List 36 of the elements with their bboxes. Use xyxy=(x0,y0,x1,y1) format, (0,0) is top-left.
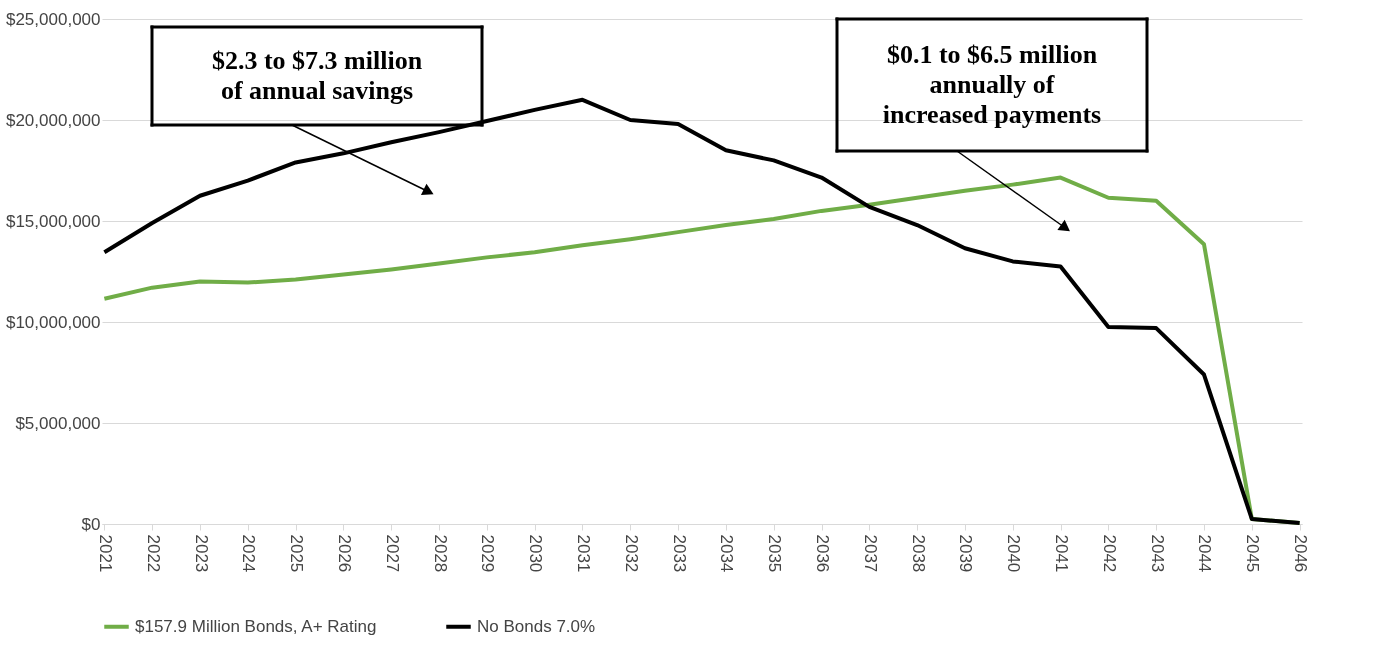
x-tick-label: 2022 xyxy=(143,534,163,573)
x-tick-label: 2030 xyxy=(526,534,546,573)
legend-label: No Bonds 7.0% xyxy=(477,616,596,636)
y-tick-label: $25,000,000 xyxy=(5,9,101,29)
y-tick-label: $5,000,000 xyxy=(15,413,101,433)
x-tick-label: 2024 xyxy=(239,534,259,573)
x-tick-label: 2043 xyxy=(1147,534,1167,573)
x-tick-label: 2039 xyxy=(956,534,976,573)
x-tick-label: 2037 xyxy=(860,534,880,573)
y-tick-label: $15,000,000 xyxy=(5,211,101,231)
y-tick-label: $10,000,000 xyxy=(5,312,101,332)
x-tick-label: 2025 xyxy=(287,534,307,573)
x-tick-label: 2029 xyxy=(478,534,498,573)
x-tick-label: 2028 xyxy=(430,534,450,573)
x-tick-label: 2046 xyxy=(1291,534,1311,573)
y-tick-label: $20,000,000 xyxy=(5,110,101,130)
x-tick-label: 2042 xyxy=(1099,534,1119,573)
x-tick-label: 2034 xyxy=(717,534,737,573)
annotation: $0.1 to $6.5 million annually of increased payments xyxy=(882,40,1102,129)
x-tick-label: 2031 xyxy=(573,534,593,573)
x-tick-label: 2027 xyxy=(382,534,402,573)
x-tick-label: 2040 xyxy=(1004,534,1024,573)
x-tick-label: 2026 xyxy=(334,534,354,573)
x-tick-label: 2041 xyxy=(1052,534,1072,573)
x-tick-label: 2036 xyxy=(813,534,833,573)
annotation: $2.3 to $7.3 million of annual savings xyxy=(211,46,423,105)
x-tick-label: 2044 xyxy=(1195,534,1215,573)
x-tick-label: 2045 xyxy=(1243,534,1263,573)
x-tick-label: 2021 xyxy=(95,534,115,573)
x-tick-label: 2035 xyxy=(765,534,785,573)
y-tick-label: $0 xyxy=(81,514,101,534)
x-tick-label: 2032 xyxy=(621,534,641,573)
x-tick-label: 2038 xyxy=(908,534,928,573)
x-tick-label: 2033 xyxy=(669,534,689,573)
x-tick-label: 2023 xyxy=(191,534,211,573)
legend-label: $157.9 Million Bonds, A+ Rating xyxy=(135,616,377,636)
